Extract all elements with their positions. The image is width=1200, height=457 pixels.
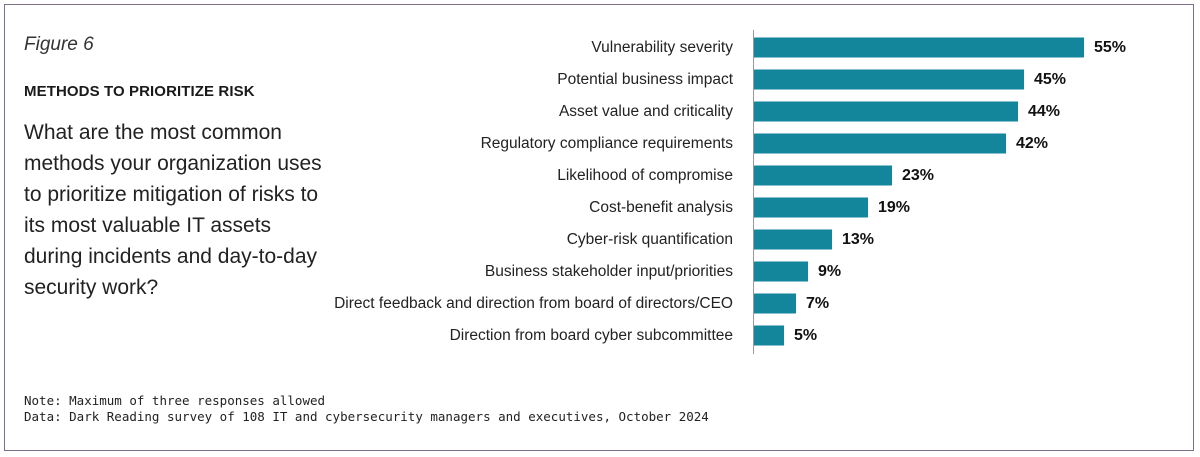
footnotes: Note: Maximum of three responses allowed… [24, 393, 709, 425]
value-label: 42% [1016, 135, 1048, 152]
category-label: Likelihood of compromise [557, 167, 733, 184]
value-label: 13% [842, 231, 874, 248]
value-label: 9% [818, 263, 841, 280]
figure-frame [4, 4, 1194, 451]
survey-question: What are the most common methods your or… [24, 121, 322, 299]
category-label: Cost-benefit analysis [589, 199, 733, 216]
section-title: METHODS TO PRIORITIZE RISK [24, 83, 255, 100]
bar [754, 325, 784, 346]
value-label: 5% [794, 327, 817, 344]
value-label: 23% [902, 167, 934, 184]
category-label: Potential business impact [557, 71, 733, 88]
bar [754, 165, 892, 186]
value-label: 19% [878, 199, 910, 216]
category-label: Cyber-risk quantification [567, 231, 733, 248]
category-label: Business stakeholder input/priorities [485, 263, 733, 280]
value-label: 7% [806, 295, 829, 312]
value-label: 55% [1094, 39, 1126, 56]
category-label: Direct feedback and direction from board… [334, 295, 733, 312]
bar [754, 229, 832, 250]
category-label: Regulatory compliance requirements [481, 135, 734, 152]
bar [754, 37, 1084, 58]
category-label: Asset value and criticality [559, 103, 733, 120]
bar [754, 133, 1006, 154]
value-label: 45% [1034, 71, 1066, 88]
bar [754, 261, 808, 282]
bar [754, 197, 868, 218]
bar [754, 101, 1018, 122]
source-text: Data: Dark Reading survey of 108 IT and … [24, 409, 709, 424]
note-text: Note: Maximum of three responses allowed [24, 393, 326, 408]
bar [754, 69, 1024, 90]
figure-label: Figure 6 [24, 34, 94, 55]
category-label: Direction from board cyber subcommittee [450, 327, 733, 344]
category-label: Vulnerability severity [591, 39, 733, 56]
value-label: 44% [1028, 103, 1060, 120]
bar [754, 293, 796, 314]
